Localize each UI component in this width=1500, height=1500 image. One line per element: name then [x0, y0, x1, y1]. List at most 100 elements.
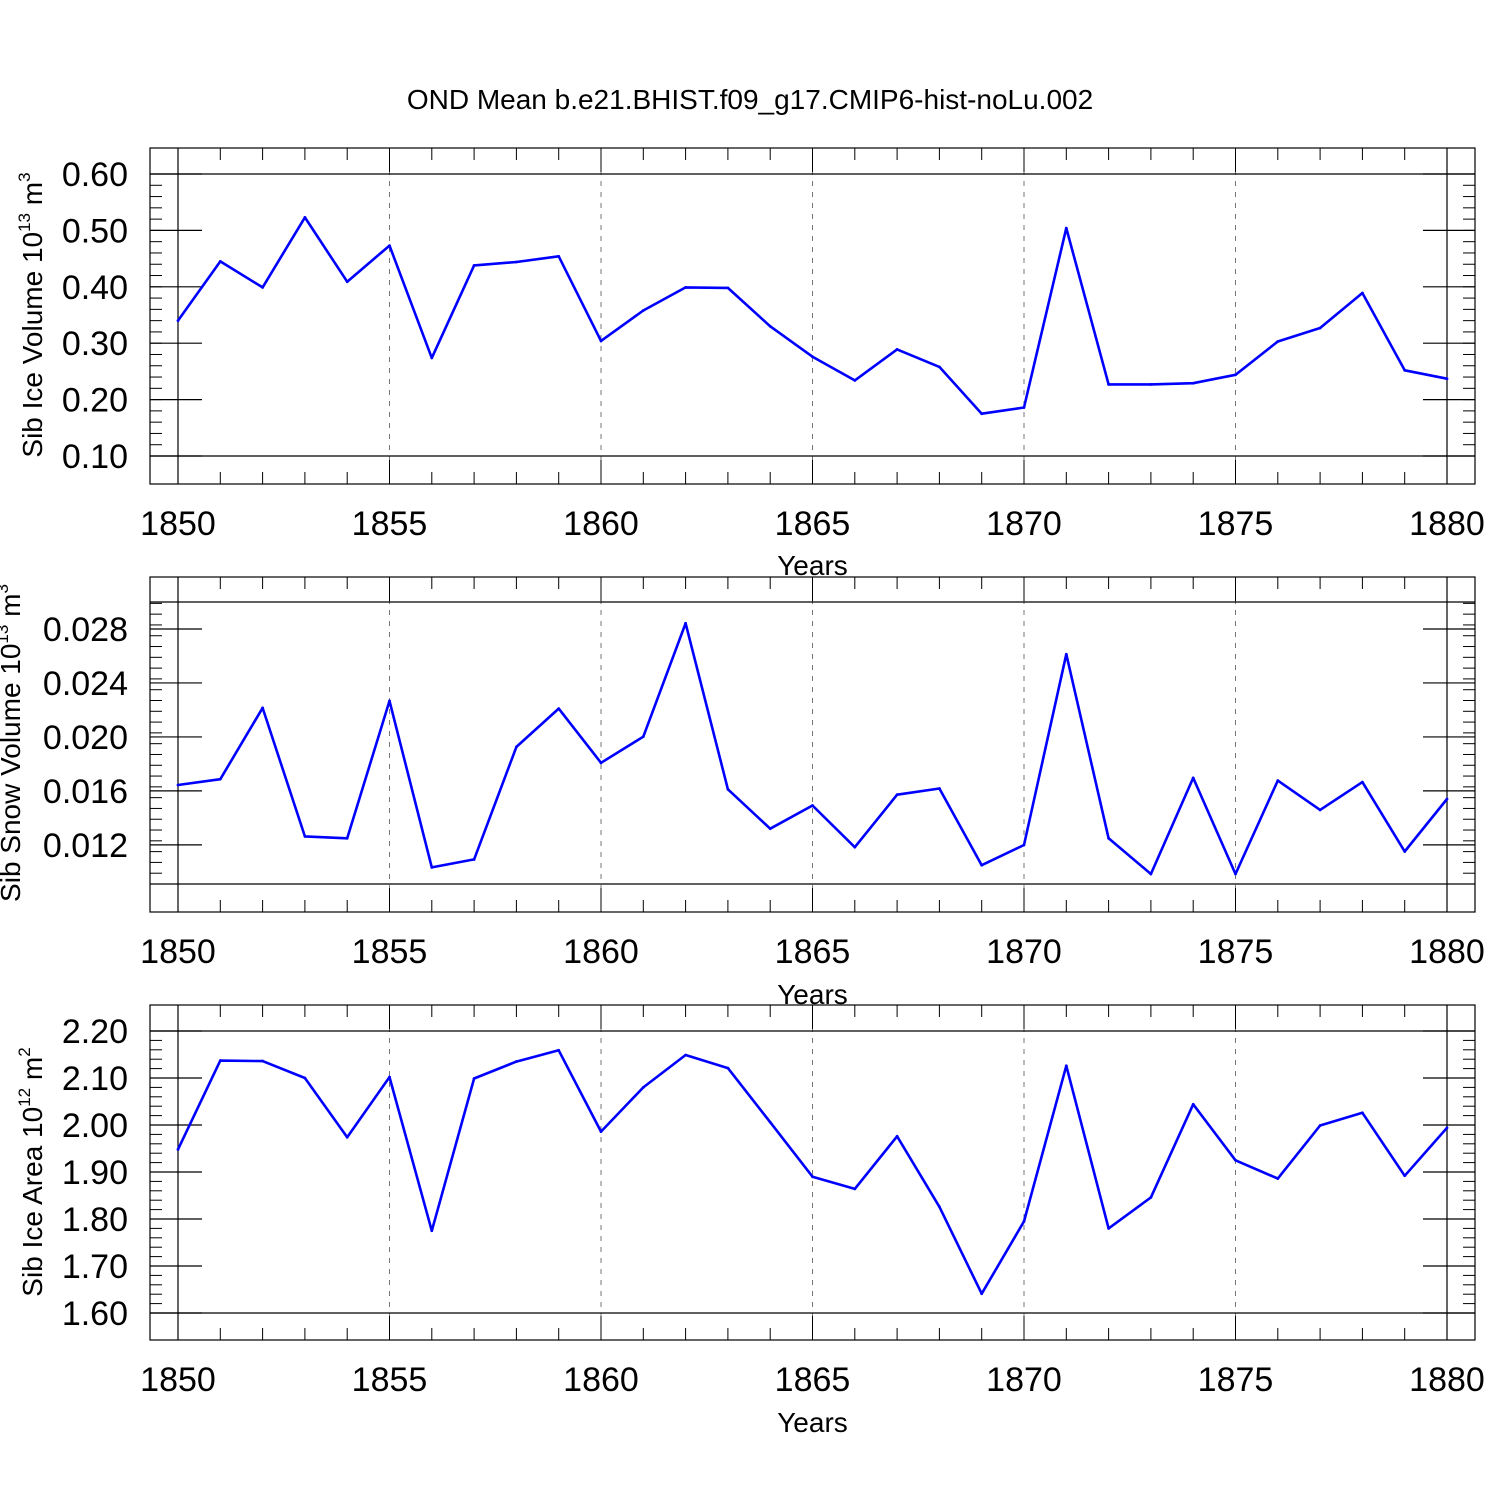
data-point	[430, 1229, 434, 1233]
x-tick-label: 1880	[1409, 1361, 1485, 1399]
x-tick-label: 1875	[1198, 505, 1274, 543]
data-point	[176, 783, 180, 787]
data-point	[557, 1048, 561, 1052]
data-point	[1022, 406, 1026, 409]
x-tick-label: 1875	[1198, 1361, 1274, 1399]
data-point	[1191, 381, 1195, 385]
data-point	[1107, 382, 1110, 386]
data-point	[599, 339, 603, 343]
data-point	[768, 827, 772, 831]
y-tick-label: 1.90	[62, 1154, 128, 1192]
x-tick-label: 1860	[563, 933, 639, 971]
data-point	[345, 280, 349, 284]
x-tick-label: 1850	[140, 933, 216, 971]
data-point	[684, 621, 687, 625]
data-point	[218, 260, 222, 263]
data-point	[1445, 1126, 1449, 1130]
data-point	[811, 1175, 814, 1179]
y-tick-label: 0.30	[62, 325, 128, 363]
data-point	[261, 1059, 264, 1063]
data-point	[515, 1060, 518, 1063]
y-tick-label: 2.00	[62, 1107, 128, 1145]
x-tick-label: 1865	[775, 505, 851, 543]
x-tick-label: 1870	[986, 933, 1062, 971]
y-tick-label: 0.020	[43, 719, 128, 757]
data-point	[768, 1120, 772, 1124]
data-point	[388, 244, 391, 248]
data-point	[1149, 1195, 1153, 1199]
y-tick-label: 0.012	[43, 827, 128, 865]
y-tick-label: 0.016	[43, 773, 128, 811]
y-tick-label: 0.024	[43, 665, 128, 703]
x-tick-label: 1855	[352, 505, 428, 543]
y-axis-title: Sib Ice Area 1012 m2	[15, 1047, 48, 1296]
y-tick-label: 1.60	[62, 1295, 128, 1333]
y-axis-title: Sib Ice Volume 1013 m3	[15, 172, 48, 457]
data-point	[515, 260, 518, 264]
data-point	[1361, 1111, 1364, 1115]
data-point	[1022, 843, 1026, 847]
data-point	[1318, 1124, 1322, 1127]
data-point	[557, 254, 561, 258]
data-point	[1276, 779, 1280, 783]
data-point	[515, 745, 518, 749]
series-line	[177, 621, 1449, 876]
data-point	[1234, 1158, 1237, 1162]
data-point	[261, 285, 264, 289]
x-tick-label: 1865	[775, 1361, 851, 1399]
data-point	[1107, 836, 1110, 840]
data-point	[1234, 872, 1237, 876]
data-point	[1064, 652, 1068, 656]
data-point	[768, 324, 772, 328]
x-tick-label: 1880	[1409, 505, 1485, 543]
data-point	[684, 1053, 687, 1057]
data-point	[895, 348, 899, 351]
data-point	[1361, 780, 1364, 784]
x-tick-label: 1860	[563, 505, 639, 543]
data-point	[345, 1135, 349, 1139]
data-point	[811, 804, 814, 807]
data-point	[472, 263, 476, 267]
data-point	[726, 787, 730, 791]
data-point	[388, 1075, 391, 1079]
data-point	[599, 1130, 603, 1133]
panel-3: 1.60 1.70 1.80 1.90 2.00 2.10 2.20 1850 1855 1860…	[15, 1004, 1485, 1438]
data-point	[853, 1187, 857, 1191]
y-tick-label: 0.10	[62, 438, 128, 476]
data-point	[599, 761, 603, 765]
chart-title: OND Mean b.e21.BHIST.f09_g17.CMIP6-hist-…	[406, 84, 1094, 115]
y-tick-label: 0.20	[62, 382, 128, 420]
data-point	[472, 1077, 476, 1080]
data-point	[1318, 808, 1322, 812]
y-tick-label: 0.028	[43, 611, 128, 649]
x-axis-title: Years	[777, 550, 848, 581]
data-point	[218, 1059, 222, 1063]
x-tick-label: 1855	[352, 1361, 428, 1399]
x-tick-label: 1865	[775, 933, 851, 971]
data-point	[176, 1148, 180, 1151]
data-point	[1276, 340, 1280, 343]
data-point	[684, 285, 687, 289]
data-point	[557, 707, 561, 710]
data-point	[641, 1086, 645, 1089]
data-point	[895, 793, 899, 797]
data-point	[261, 706, 264, 710]
data-point	[303, 216, 307, 219]
data-point	[641, 735, 645, 739]
data-point	[1149, 872, 1153, 876]
data-point	[980, 1292, 984, 1296]
data-point	[472, 858, 476, 861]
data-point	[430, 866, 434, 869]
data-point	[853, 845, 857, 849]
data-point	[430, 356, 434, 360]
data-point	[1403, 850, 1407, 853]
data-point	[218, 777, 222, 781]
data-point	[938, 365, 941, 369]
data-point	[345, 836, 349, 840]
data-point	[641, 309, 645, 312]
y-tick-label: 2.20	[62, 1013, 128, 1051]
data-point	[1149, 382, 1153, 386]
y-tick-label: 0.60	[62, 156, 128, 194]
data-point	[895, 1134, 899, 1138]
data-point	[1403, 368, 1407, 372]
